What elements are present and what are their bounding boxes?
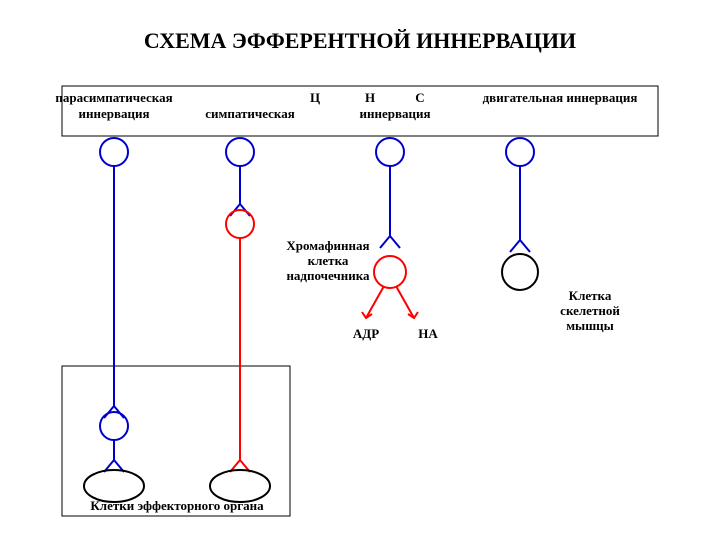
col4-target — [502, 254, 538, 290]
label-inn2: иннервация — [359, 106, 430, 121]
col3-syn1-left — [380, 236, 390, 248]
col3-out-right — [396, 286, 414, 318]
effector-box — [62, 366, 290, 516]
col3-out-left — [366, 286, 384, 318]
label-parasym2: иннервация — [78, 106, 149, 121]
label-parasym1: парасимпатическая — [55, 90, 172, 105]
col4-syn1-left — [510, 240, 520, 252]
col2-post-soma — [226, 210, 254, 238]
label-adr: АДР — [353, 326, 379, 341]
label-chrom1: Хромафинная — [286, 238, 369, 253]
label-na: НА — [418, 326, 438, 341]
diagram-title: СХЕМА ЭФФЕРЕНТНОЙ ИННЕРВАЦИИ — [144, 28, 576, 53]
label-sym: симпатическая — [205, 106, 295, 121]
col3-chromaffin — [374, 256, 406, 288]
col3-syn1-right — [390, 236, 400, 248]
col4-pre-soma — [506, 138, 534, 166]
label-chrom2: клетка — [308, 253, 349, 268]
label-skm2: скелетной — [560, 303, 620, 318]
col3-pre-soma — [376, 138, 404, 166]
label-s: С — [415, 90, 424, 105]
label-skm3: мышцы — [566, 318, 614, 333]
col4-syn1-right — [520, 240, 530, 252]
col1-pre-soma — [100, 138, 128, 166]
label-n: Н — [365, 90, 375, 105]
col1-post-soma — [100, 412, 128, 440]
label-motor: двигательная иннервация — [483, 90, 638, 105]
label-c: Ц — [310, 90, 320, 105]
label-chrom3: надпочечника — [286, 268, 370, 283]
label-skm1: Клетка — [569, 288, 612, 303]
label-effector: Клетки эффекторного органа — [90, 498, 264, 513]
col2-pre-soma — [226, 138, 254, 166]
